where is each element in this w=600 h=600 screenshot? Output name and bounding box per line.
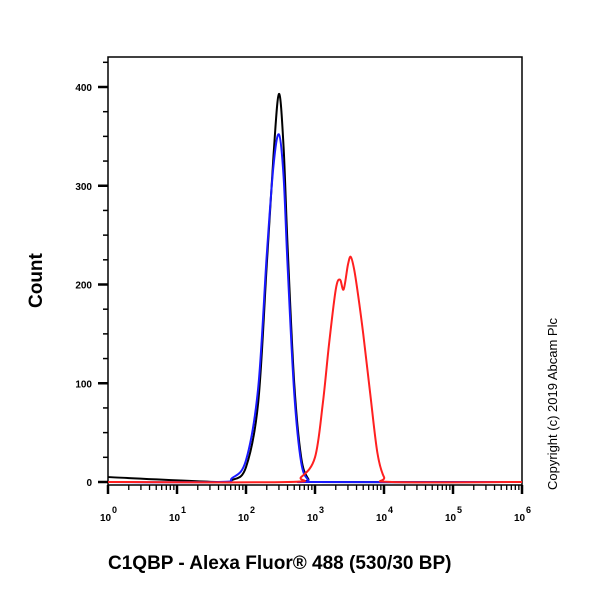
series-line-black: [107, 92, 523, 484]
x-tick-exponent: 5: [457, 505, 462, 515]
series-line-red: [107, 255, 523, 484]
x-tick-exponent: 2: [250, 505, 255, 515]
y-axis-label: Count: [26, 253, 47, 308]
x-tick-label: 10: [445, 513, 457, 524]
x-tick-label: 10: [169, 513, 181, 524]
x-tick-label: 10: [100, 513, 112, 524]
x-tick-exponent: 4: [388, 505, 393, 515]
x-tick-exponent: 3: [319, 505, 324, 515]
plot-frame: [107, 56, 523, 486]
x-tick-label: 10: [514, 513, 526, 524]
y-tick-label: 200: [75, 281, 92, 292]
copyright-notice: Copyright (c) 2019 Abcam Plc: [545, 318, 560, 490]
x-tick-exponent: 0: [112, 505, 117, 515]
x-tick-label: 10: [307, 513, 319, 524]
x-tick-label: 10: [376, 513, 388, 524]
y-tick-label: 400: [75, 83, 92, 94]
x-tick-label: 10: [238, 513, 250, 524]
y-tick-label: 100: [75, 379, 92, 390]
series-line-blue: [107, 133, 523, 484]
x-tick-exponent: 1: [181, 505, 186, 515]
y-tick-label: 300: [75, 182, 92, 193]
x-axis-label: C1QBP - Alexa Fluor® 488 (530/30 BP): [108, 553, 452, 574]
x-tick-exponent: 6: [526, 505, 531, 515]
y-tick-label: 0: [86, 478, 92, 489]
